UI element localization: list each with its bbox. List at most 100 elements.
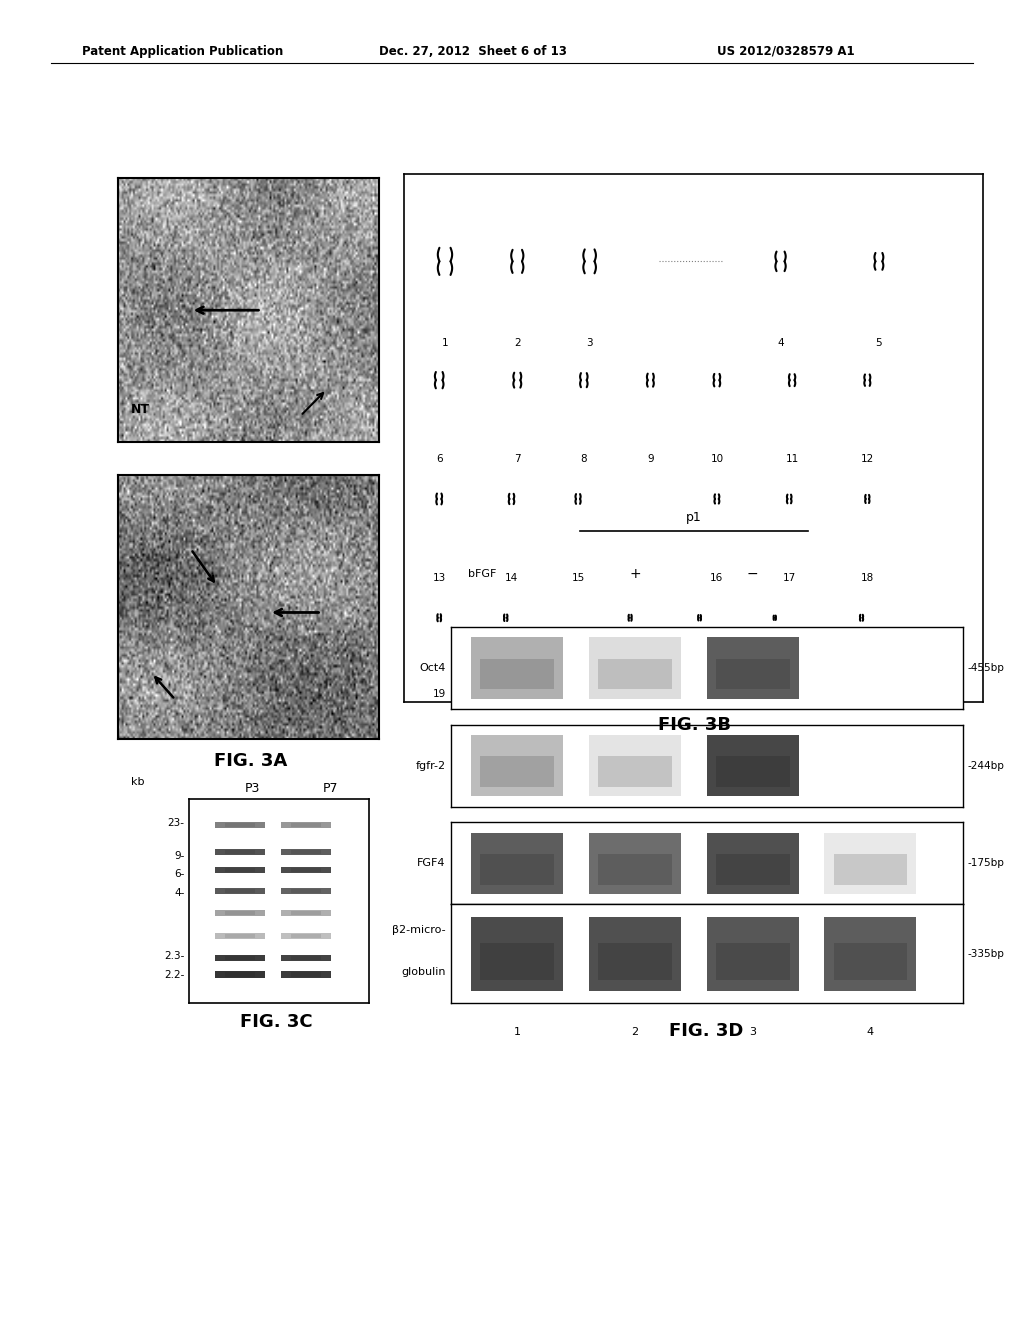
Text: 5: 5 (876, 338, 883, 348)
Text: FGF4: FGF4 (417, 858, 445, 869)
Bar (291, 888, 321, 892)
Bar (215, 933, 264, 939)
Text: 16: 16 (711, 573, 724, 583)
Bar (471, 638, 563, 698)
Text: 14: 14 (505, 573, 518, 583)
Bar (707, 916, 799, 991)
Text: 1: 1 (441, 338, 449, 348)
Bar (716, 659, 790, 689)
Text: -175bp: -175bp (968, 858, 1005, 869)
Bar (716, 854, 790, 884)
Text: P3: P3 (245, 781, 261, 795)
Bar (215, 822, 264, 828)
Bar (281, 867, 331, 874)
Bar (291, 850, 321, 854)
Bar (224, 888, 255, 892)
Text: Y: Y (772, 689, 778, 700)
Text: fgfr-2: fgfr-2 (416, 760, 445, 771)
Bar (471, 735, 563, 796)
Text: -244bp: -244bp (968, 760, 1005, 771)
Bar (480, 756, 554, 787)
Bar (716, 756, 790, 787)
Bar (215, 849, 264, 855)
Bar (215, 867, 264, 874)
Text: 15: 15 (571, 573, 585, 583)
Bar (281, 887, 331, 894)
Text: Dec. 27, 2012  Sheet 6 of 13: Dec. 27, 2012 Sheet 6 of 13 (379, 45, 566, 58)
Bar (224, 933, 255, 937)
Text: -455bp: -455bp (968, 663, 1005, 673)
Text: X: X (858, 689, 865, 700)
Text: Patent Application Publication: Patent Application Publication (82, 45, 284, 58)
Bar (471, 916, 563, 991)
Text: 6: 6 (436, 454, 442, 465)
Bar (707, 735, 799, 796)
Bar (291, 869, 321, 873)
Bar (224, 869, 255, 873)
Text: 9: 9 (647, 454, 653, 465)
Text: FIG. 3A: FIG. 3A (214, 751, 288, 770)
Text: 2.2-: 2.2- (164, 970, 184, 979)
Text: +: + (629, 568, 641, 581)
Bar (598, 854, 672, 884)
Bar (480, 659, 554, 689)
Text: 4-: 4- (174, 888, 184, 898)
Bar (834, 854, 907, 884)
Bar (707, 638, 799, 698)
Bar (215, 956, 264, 961)
Text: 2: 2 (514, 338, 520, 348)
Text: 20: 20 (499, 689, 512, 700)
Text: Oct4: Oct4 (419, 663, 445, 673)
Bar (224, 850, 255, 854)
Text: 22: 22 (693, 689, 707, 700)
Bar (281, 822, 331, 828)
Text: 7: 7 (514, 454, 520, 465)
Text: -335bp: -335bp (968, 949, 1005, 958)
Bar (589, 833, 681, 894)
Text: 13: 13 (432, 573, 445, 583)
Text: 3: 3 (587, 338, 593, 348)
Text: FIG. 3C: FIG. 3C (241, 1012, 312, 1031)
Text: kb: kb (131, 776, 145, 787)
Bar (291, 956, 321, 961)
Text: 19: 19 (432, 689, 445, 700)
Text: 9-: 9- (174, 851, 184, 861)
Text: 2.3-: 2.3- (164, 952, 184, 961)
Bar (824, 916, 916, 991)
Bar (598, 659, 672, 689)
Bar (215, 972, 264, 978)
Text: bFGF: bFGF (468, 569, 497, 579)
Text: 3: 3 (750, 1027, 756, 1038)
Bar (589, 916, 681, 991)
Text: 2: 2 (632, 1027, 638, 1038)
Text: P7: P7 (323, 781, 339, 795)
Text: 11: 11 (785, 454, 799, 465)
Bar (291, 973, 321, 977)
Bar (281, 956, 331, 961)
Text: 12: 12 (861, 454, 873, 465)
Text: −: − (746, 568, 759, 581)
Bar (281, 933, 331, 939)
Bar (224, 824, 255, 828)
Text: 8: 8 (581, 454, 587, 465)
Bar (598, 756, 672, 787)
Bar (224, 956, 255, 961)
Bar (834, 942, 907, 979)
Bar (281, 849, 331, 855)
Bar (281, 972, 331, 978)
Bar (589, 735, 681, 796)
Text: 21: 21 (624, 689, 637, 700)
Text: globulin: globulin (401, 968, 445, 977)
Bar (281, 909, 331, 916)
Text: p1: p1 (686, 511, 701, 524)
Text: 4: 4 (777, 338, 783, 348)
Bar (291, 911, 321, 915)
Bar (291, 824, 321, 828)
Text: FIG. 3D: FIG. 3D (670, 1022, 743, 1040)
Bar (598, 942, 672, 979)
Bar (707, 833, 799, 894)
Bar (215, 887, 264, 894)
Bar (480, 942, 554, 979)
Bar (291, 933, 321, 937)
Text: 17: 17 (782, 573, 796, 583)
